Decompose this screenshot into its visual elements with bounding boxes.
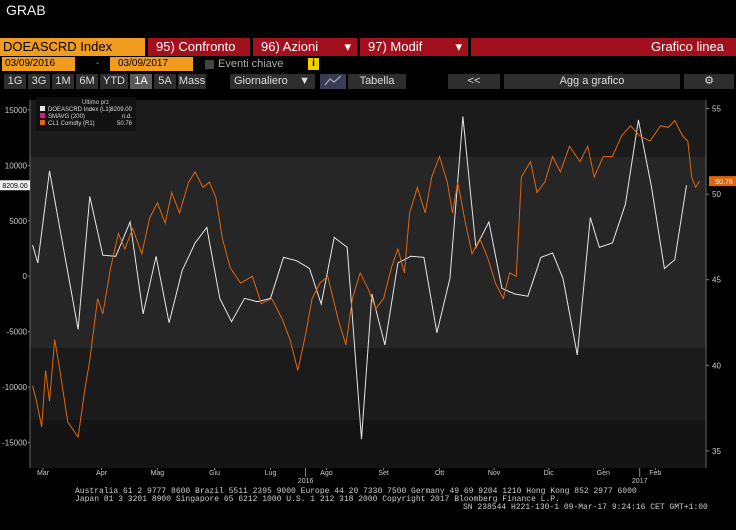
x-tick-label: Lug xyxy=(265,470,277,477)
legend-bg xyxy=(36,97,136,131)
caret: ▾ xyxy=(344,39,351,54)
chart-kind[interactable]: Grafico linea xyxy=(471,38,736,56)
start-date[interactable]: 03/09/2016 xyxy=(2,57,75,71)
footer-line: SN 238544 H221-130-1 09-Mar-17 9:24:16 C… xyxy=(463,503,708,512)
year-label: 2017 xyxy=(632,478,648,485)
last-value-label: 50.76 xyxy=(715,179,733,186)
y-tick-label: 0 xyxy=(23,272,28,281)
settings-button[interactable]: ⚙ xyxy=(684,74,734,89)
legend-value: n.d. xyxy=(122,114,132,120)
table-button[interactable]: Tabella xyxy=(348,74,406,89)
x-tick-label: Dic xyxy=(544,470,555,477)
last-value-flag xyxy=(0,180,30,191)
date-separator: - xyxy=(96,58,100,69)
last-value-label: 8209.00 xyxy=(2,183,27,190)
period-button[interactable]: YTD xyxy=(100,74,128,89)
x-tick-label: Feb xyxy=(649,470,661,477)
year-label: 2016 xyxy=(298,478,314,485)
y-tick-label: -5000 xyxy=(7,328,28,337)
series-line xyxy=(32,119,700,439)
y2-tick-label: 45 xyxy=(712,276,721,285)
add-to-chart[interactable]: Agg a grafico xyxy=(504,74,680,89)
y-tick-label: 10000 xyxy=(5,161,28,170)
label: 97) Modif xyxy=(368,39,423,54)
y2-tick-label: 35 xyxy=(712,447,721,456)
label: Giornaliero xyxy=(234,75,288,87)
back-button[interactable]: << xyxy=(448,74,500,89)
x-tick-label: Apr xyxy=(96,470,108,477)
legend-swatch xyxy=(40,106,45,111)
footer-line: Australia 61 2 9777 8600 Brazil 5511 239… xyxy=(75,487,637,496)
x-tick-label: Ott xyxy=(435,470,444,477)
period-button[interactable]: 1M xyxy=(52,74,74,89)
window-title: GRAB xyxy=(6,2,46,18)
y-tick-label: -15000 xyxy=(2,439,27,448)
footer-line: Japan 81 3 3201 8900 Singapore 65 6212 1… xyxy=(75,495,560,504)
x-tick-label: Mar xyxy=(37,470,50,477)
x-tick-label: Mag xyxy=(151,470,165,477)
chart-icon[interactable] xyxy=(320,74,346,89)
x-tick-label: Gen xyxy=(597,470,610,477)
y2-tick-label: 50 xyxy=(712,190,721,199)
period-button[interactable]: 3G xyxy=(28,74,50,89)
period-button[interactable]: 1A xyxy=(130,74,152,89)
plot-band xyxy=(30,157,706,348)
chart: -15000 -10000 -5000 0 5000 10000 15000 35 40 45 50… xyxy=(0,97,736,485)
series-line xyxy=(32,116,687,440)
label: 96) Azioni xyxy=(261,39,319,54)
last-value-flag xyxy=(709,176,736,187)
checkbox[interactable] xyxy=(205,60,214,69)
security-field[interactable]: DOEASCRD Index xyxy=(0,38,145,56)
legend-name: CL1 Comdty (R1) xyxy=(48,121,95,127)
y-tick-label: 5000 xyxy=(9,217,27,226)
legend-swatch xyxy=(40,120,45,125)
legend-swatch xyxy=(40,113,45,118)
period-button[interactable]: 6M xyxy=(76,74,98,89)
period-button[interactable]: 1G xyxy=(4,74,26,89)
caret: ▾ xyxy=(455,39,462,54)
caret: ▼ xyxy=(299,75,310,87)
legend-name: DOEASCRD Index (L1) xyxy=(48,107,111,113)
x-tick-label: Nov xyxy=(488,470,501,477)
frequency-select[interactable]: Giornaliero ▼ xyxy=(230,74,315,89)
legend-value: 50.76 xyxy=(117,121,133,127)
x-tick-label: Set xyxy=(378,470,389,477)
y-tick-label: -10000 xyxy=(2,383,27,392)
y2-tick-label: 55 xyxy=(712,105,721,114)
actions-button[interactable]: 96) Azioni ▾ xyxy=(253,38,357,56)
plot-band xyxy=(30,420,706,468)
edit-button[interactable]: 97) Modif ▾ xyxy=(360,38,468,56)
end-date[interactable]: 03/09/2017 xyxy=(110,57,193,71)
info-icon[interactable]: i xyxy=(308,58,319,70)
x-tick-label: Giu xyxy=(209,470,220,477)
period-button[interactable]: Mass xyxy=(178,74,206,89)
events-label: Eventi chiave xyxy=(218,58,284,70)
legend-name: SMAVG (200) xyxy=(48,114,85,120)
y-tick-label: 15000 xyxy=(5,106,28,115)
period-button[interactable]: 5A xyxy=(154,74,176,89)
icon xyxy=(324,75,342,86)
legend-value: 8209.00 xyxy=(110,107,132,113)
legend-title: Ultimo prz xyxy=(82,100,109,106)
x-tick-label: Ago xyxy=(320,470,333,477)
y2-tick-label: 40 xyxy=(712,361,721,370)
compare-button[interactable]: 95) Confronto xyxy=(148,38,250,56)
